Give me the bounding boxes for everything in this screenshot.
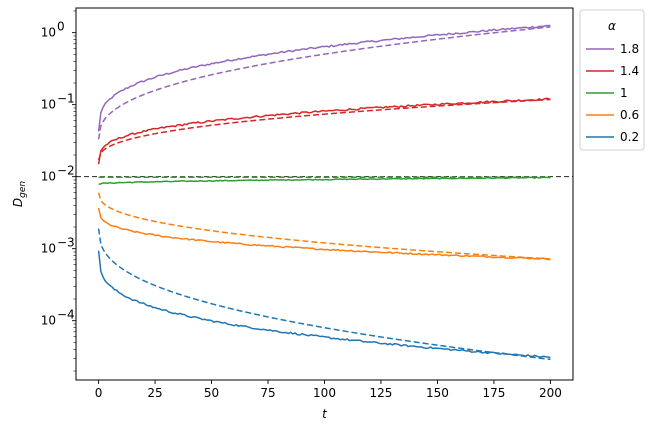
measured-line-1 — [98, 176, 551, 186]
x-tick-label: 125 — [370, 386, 393, 400]
x-tick-label: 50 — [204, 386, 219, 400]
x-tick-label: 0 — [95, 386, 103, 400]
theory-line-1.4 — [97, 98, 551, 161]
y-tick-exponent: −1 — [57, 92, 75, 106]
measured-line-0.2 — [97, 250, 551, 359]
series-1 — [98, 176, 551, 186]
series-0.6 — [97, 192, 551, 261]
y-axis-label-main: D — [11, 198, 25, 207]
x-axis-label: t — [322, 407, 328, 421]
legend-label-1: 1 — [620, 86, 628, 100]
series-1.8 — [97, 24, 551, 140]
theory-line-0.2 — [97, 228, 551, 361]
axes-layer: 0 25 50 75 100 125 150 175 20010−410−310−210−110… — [41, 7, 574, 400]
legend-label-0.6: 0.6 — [620, 108, 639, 122]
y-tick-label: 10 — [41, 170, 56, 184]
x-tick-label: 25 — [147, 386, 162, 400]
legend: α 1.8 1.4 1 0.6 0.2 — [579, 9, 645, 151]
legend-label-1.4: 1.4 — [620, 64, 639, 78]
y-tick-exponent: −3 — [57, 236, 75, 250]
series-layer — [97, 24, 551, 361]
series-1.4 — [97, 97, 551, 165]
y-tick-exponent: 0 — [57, 20, 65, 34]
y-tick-label: 10 — [41, 242, 56, 256]
theory-line-0.6 — [97, 192, 551, 260]
measured-line-1.4 — [97, 97, 551, 165]
measured-line-0.6 — [97, 207, 551, 261]
series-0.2 — [97, 228, 551, 361]
y-tick-label: 10 — [41, 314, 56, 328]
legend-title: α — [608, 19, 616, 33]
theory-line-1.8 — [97, 26, 551, 140]
x-tick-label: 175 — [482, 386, 505, 400]
y-tick-exponent: −4 — [57, 308, 75, 322]
x-tick-label: 100 — [313, 386, 336, 400]
y-tick-label: 10 — [41, 98, 56, 112]
x-tick-label: 75 — [260, 386, 275, 400]
y-tick-label: 10 — [41, 26, 56, 40]
legend-label-0.2: 0.2 — [620, 130, 639, 144]
x-tick-label: 150 — [426, 386, 449, 400]
y-axis-label-subscript: gen — [18, 181, 28, 198]
y-tick-exponent: −2 — [57, 164, 75, 178]
legend-label-1.8: 1.8 — [620, 42, 639, 56]
measured-line-1.8 — [97, 24, 551, 132]
x-tick-label: 200 — [539, 386, 562, 400]
y-axis-label: Dgen — [11, 181, 28, 208]
plot-frame — [75, 7, 574, 381]
